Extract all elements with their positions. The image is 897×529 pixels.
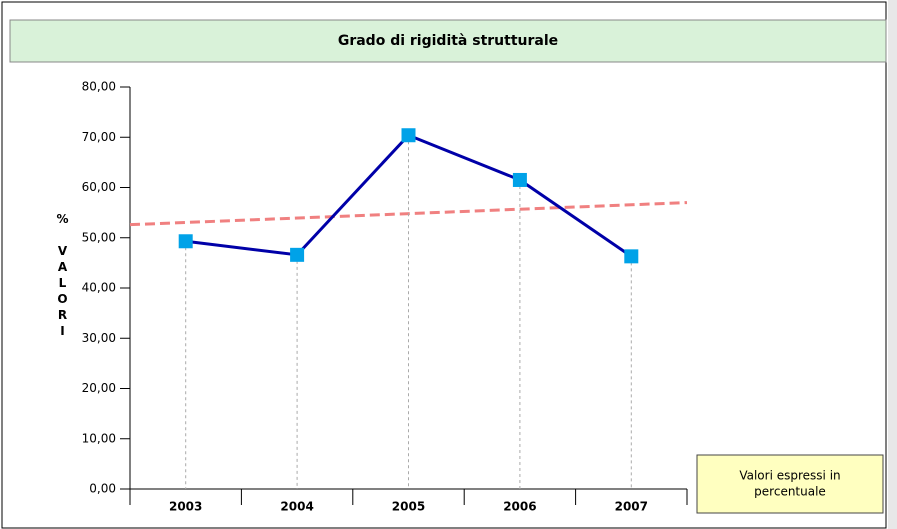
title-box [9,19,887,63]
point [624,249,639,264]
note-text: percentuale [754,485,826,499]
point [512,172,527,187]
note-text: Valori espressi in [739,469,840,483]
x-tick-label: 2003 [169,500,202,514]
y-tick-label: 10,00 [82,431,116,445]
x-tick-label: 2004 [280,500,313,514]
y-tick-label: 70,00 [82,130,116,144]
y-tick-label: 50,00 [82,230,116,244]
point [178,234,193,249]
y-tick-label: 40,00 [82,281,116,295]
note-box [696,454,884,514]
y-tick-label: 20,00 [82,381,116,395]
y-tick-label: 80,00 [82,80,116,94]
side-strip [888,0,897,529]
y-tick-label: 60,00 [82,180,116,194]
x-tick-label: 2005 [392,500,425,514]
point [290,247,305,262]
chart-title: Grado di rigidità strutturale [338,33,558,49]
y-axis-label: % VALORI [56,212,70,340]
x-tick-label: 2006 [503,500,536,514]
point [401,128,416,143]
x-tick-label: 2007 [615,500,648,514]
y-tick-label: 30,00 [82,331,116,345]
y-tick-label: 0,00 [89,482,116,496]
